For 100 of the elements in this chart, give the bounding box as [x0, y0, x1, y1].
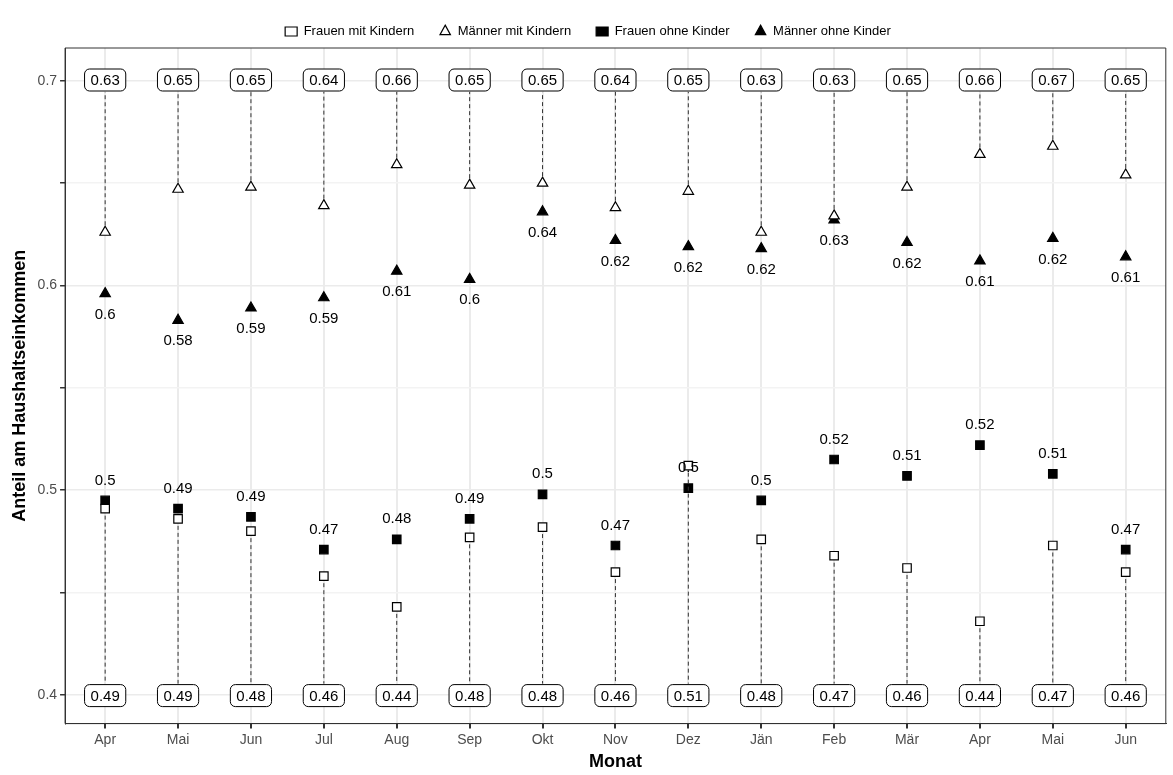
- data-label: 0.63: [746, 71, 776, 89]
- point: [756, 495, 767, 506]
- data-label: 0.5: [94, 470, 116, 488]
- x-tick-label: Mai: [166, 730, 190, 747]
- data-label: 0.47: [819, 686, 849, 704]
- legend-label: Männer mit Kindern: [457, 23, 572, 39]
- point: [318, 291, 330, 302]
- x-tick-label: Aug: [384, 730, 410, 747]
- point: [1047, 139, 1059, 150]
- point: [319, 544, 329, 555]
- point: [902, 563, 912, 573]
- point: [172, 313, 184, 324]
- data-label: 0.47: [1038, 686, 1068, 704]
- point: [756, 534, 767, 545]
- point: [1119, 168, 1132, 179]
- x-tick-label: Jun: [239, 730, 263, 747]
- point: [682, 184, 695, 195]
- point: [828, 209, 840, 220]
- x-tick-label: Mär: [894, 730, 920, 747]
- point: [537, 522, 548, 532]
- data-label: 0.63: [819, 231, 849, 249]
- data-label: 0.65: [527, 71, 558, 89]
- point: [901, 180, 913, 191]
- point: [537, 489, 548, 500]
- point: [172, 182, 184, 193]
- point: [390, 158, 403, 169]
- data-label: 0.59: [309, 308, 339, 326]
- data-label: 0.49: [455, 489, 485, 507]
- data-label: 0.44: [965, 686, 995, 704]
- data-label: 0.46: [309, 686, 339, 704]
- legend-label: Frauen mit Kindern: [303, 23, 415, 39]
- data-label: 0.5: [750, 470, 772, 488]
- x-tick-label: Jän: [749, 730, 773, 747]
- data-label: 0.48: [527, 686, 558, 704]
- y-tick-label: 0.5: [37, 481, 58, 498]
- data-label: 0.66: [382, 71, 412, 89]
- point: [1047, 231, 1059, 242]
- point: [1120, 544, 1131, 555]
- x-tick-label: Okt: [531, 730, 554, 747]
- point: [1047, 540, 1058, 551]
- data-label: 0.61: [965, 272, 995, 290]
- data-label: 0.61: [1111, 267, 1141, 285]
- data-label: 0.65: [455, 71, 485, 89]
- data-label: 0.65: [236, 71, 266, 89]
- point: [246, 511, 256, 522]
- y-tick-label: 0.4: [37, 685, 58, 702]
- y-tick-label: 0.7: [37, 71, 58, 88]
- data-label: 0.46: [1111, 686, 1141, 704]
- point: [609, 201, 622, 212]
- point: [683, 483, 694, 494]
- legend-label: Frauen ohne Kinder: [614, 23, 731, 39]
- point: [901, 235, 913, 247]
- data-label: 0.65: [892, 71, 922, 89]
- x-tick-label: Nov: [602, 730, 628, 747]
- x-axis-title: Monat: [588, 751, 642, 772]
- data-label: 0.62: [673, 257, 703, 275]
- data-label: 0.44: [382, 686, 412, 704]
- x-tick-label: Mai: [1041, 730, 1065, 747]
- data-label: 0.61: [382, 282, 412, 300]
- point: [390, 264, 403, 275]
- y-axis-title: Anteil am Haushaltseinkommen: [8, 249, 29, 522]
- x-tick-label: Feb: [822, 730, 847, 747]
- point: [391, 602, 402, 612]
- data-label: 0.52: [819, 429, 849, 447]
- point: [974, 254, 986, 265]
- point: [829, 454, 839, 465]
- point: [391, 534, 402, 545]
- data-label: 0.48: [382, 509, 412, 527]
- point: [1047, 468, 1058, 479]
- legend-label: Männer ohne Kinder: [773, 23, 892, 39]
- data-label: 0.49: [90, 686, 120, 704]
- point: [99, 287, 111, 298]
- data-label: 0.67: [1038, 71, 1068, 89]
- data-label: 0.49: [163, 478, 193, 496]
- data-label: 0.49: [236, 486, 266, 504]
- point: [319, 571, 329, 582]
- point: [245, 301, 257, 312]
- point: [682, 239, 695, 251]
- data-label: 0.47: [1111, 519, 1141, 537]
- data-label: 0.52: [965, 415, 995, 433]
- data-label: 0.63: [90, 71, 120, 89]
- point: [1119, 250, 1132, 261]
- point: [318, 199, 330, 210]
- point: [99, 225, 111, 236]
- point: [245, 180, 257, 191]
- point: [755, 225, 768, 236]
- x-tick-label: Apr: [94, 730, 117, 747]
- data-label: 0.62: [600, 251, 631, 269]
- x-tick-label: Apr: [969, 730, 992, 747]
- data-label: 0.59: [236, 319, 266, 337]
- data-label: 0.51: [1038, 443, 1068, 461]
- data-label: 0.63: [819, 71, 849, 89]
- data-label: 0.48: [236, 686, 266, 704]
- data-label: 0.47: [309, 519, 339, 537]
- data-label: 0.64: [309, 71, 339, 89]
- x-tick-label: Jul: [314, 730, 333, 747]
- point: [173, 514, 183, 524]
- data-label: 0.47: [600, 515, 631, 533]
- data-label: 0.46: [892, 686, 922, 704]
- point: [536, 205, 549, 216]
